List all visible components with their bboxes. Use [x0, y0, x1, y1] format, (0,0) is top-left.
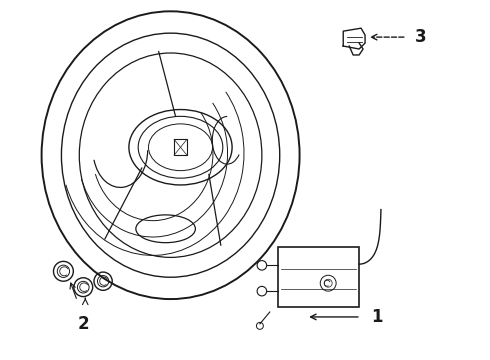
Text: 3: 3 — [415, 28, 426, 46]
Bar — [174, 139, 187, 155]
Bar — [278, 247, 359, 307]
Text: 1: 1 — [371, 308, 382, 326]
Text: 2: 2 — [77, 315, 89, 333]
